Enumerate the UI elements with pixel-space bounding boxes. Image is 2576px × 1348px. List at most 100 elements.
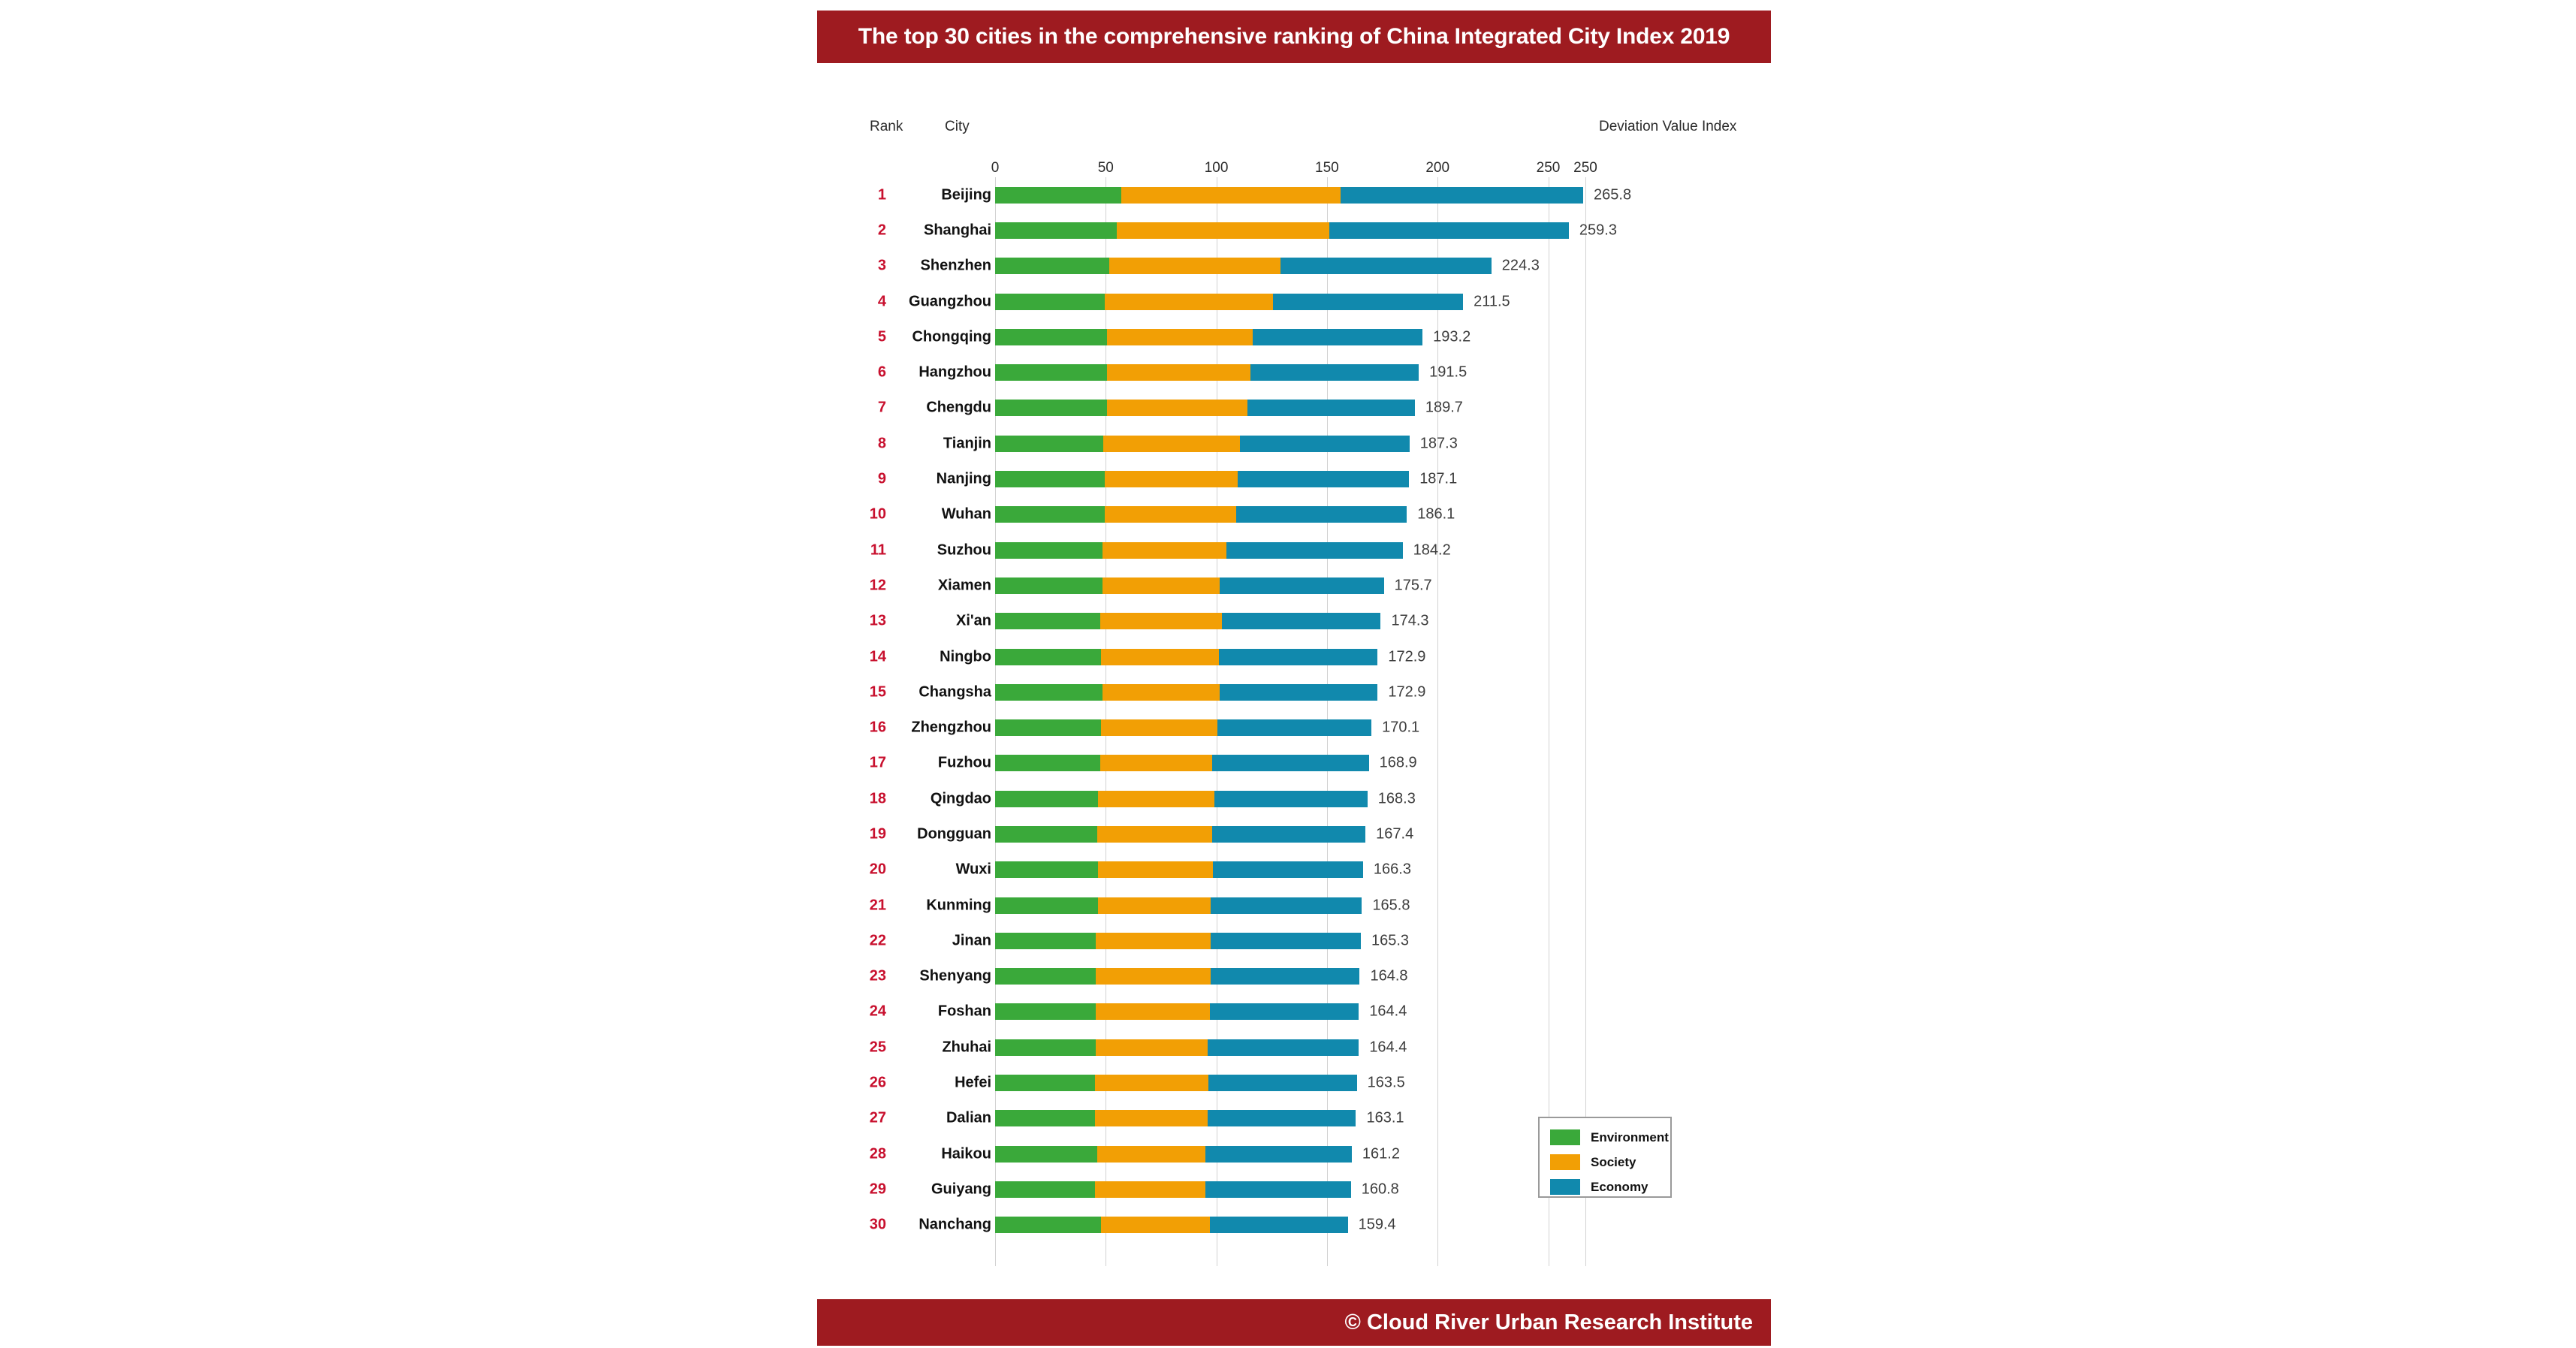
bar-segment-env[interactable] [995, 541, 1102, 559]
bar-segment-soc[interactable] [1104, 506, 1237, 523]
chart-row[interactable]: 6 Hangzhou 191.5 [0, 354, 2576, 390]
bar-segment-eco[interactable] [1280, 258, 1492, 275]
bar-segment-soc[interactable] [1102, 541, 1226, 559]
chart-row[interactable]: 9 Nanjing 187.1 [0, 461, 2576, 496]
bar-segment-eco[interactable] [1221, 613, 1381, 630]
stacked-bar[interactable] [995, 613, 1381, 630]
bar-segment-soc[interactable] [1096, 1039, 1208, 1056]
chart-row[interactable]: 22 Jinan 165.3 [0, 923, 2576, 958]
bar-segment-soc[interactable] [1099, 613, 1222, 630]
bar-segment-eco[interactable] [1253, 328, 1423, 345]
chart-row[interactable]: 13 Xi'an 174.3 [0, 604, 2576, 639]
chart-row[interactable]: 4 Guangzhou 211.5 [0, 284, 2576, 319]
bar-segment-env[interactable] [995, 825, 1097, 843]
stacked-bar[interactable] [995, 1145, 1352, 1163]
bar-segment-env[interactable] [995, 364, 1107, 381]
bar-segment-eco[interactable] [1272, 293, 1464, 310]
bar-segment-soc[interactable] [1096, 968, 1211, 985]
bar-segment-env[interactable] [995, 968, 1096, 985]
chart-row[interactable]: 16 Zhengzhou 170.1 [0, 710, 2576, 745]
bar-segment-soc[interactable] [1094, 1181, 1205, 1198]
bar-segment-env[interactable] [995, 328, 1107, 345]
chart-row[interactable]: 3 Shenzhen 224.3 [0, 249, 2576, 284]
chart-row[interactable]: 18 Qingdao 168.3 [0, 781, 2576, 816]
bar-segment-eco[interactable] [1207, 1110, 1356, 1127]
stacked-bar[interactable] [995, 648, 1378, 665]
chart-row[interactable]: 15 Changsha 172.9 [0, 674, 2576, 710]
bar-segment-eco[interactable] [1205, 1181, 1351, 1198]
bar-segment-env[interactable] [995, 435, 1104, 452]
chart-row[interactable]: 7 Chengdu 189.7 [0, 391, 2576, 426]
bar-segment-soc[interactable] [1106, 400, 1247, 417]
bar-segment-eco[interactable] [1217, 719, 1372, 737]
bar-segment-soc[interactable] [1102, 577, 1220, 594]
stacked-bar[interactable] [995, 932, 1361, 949]
bar-segment-soc[interactable] [1101, 648, 1219, 665]
bar-segment-soc[interactable] [1101, 719, 1218, 737]
stacked-bar[interactable] [995, 1075, 1357, 1092]
bar-segment-env[interactable] [995, 719, 1102, 737]
stacked-bar[interactable] [995, 1181, 1351, 1198]
bar-segment-soc[interactable] [1102, 683, 1220, 701]
bar-segment-env[interactable] [995, 1217, 1102, 1234]
stacked-bar[interactable] [995, 1003, 1359, 1021]
bar-segment-eco[interactable] [1211, 968, 1360, 985]
bar-segment-env[interactable] [995, 1039, 1096, 1056]
chart-row[interactable]: 24 Foshan 164.4 [0, 994, 2576, 1030]
bar-segment-soc[interactable] [1104, 471, 1238, 488]
chart-row[interactable]: 8 Tianjin 187.3 [0, 426, 2576, 461]
chart-row[interactable]: 23 Shenyang 164.8 [0, 959, 2576, 994]
bar-segment-soc[interactable] [1097, 790, 1214, 807]
bar-segment-env[interactable] [995, 577, 1102, 594]
bar-segment-eco[interactable] [1236, 506, 1407, 523]
stacked-bar[interactable] [995, 861, 1363, 879]
stacked-bar[interactable] [995, 1217, 1348, 1234]
bar-segment-eco[interactable] [1220, 683, 1378, 701]
stacked-bar[interactable] [995, 222, 1569, 239]
bar-segment-eco[interactable] [1247, 400, 1415, 417]
chart-row[interactable]: 12 Xiamen 175.7 [0, 568, 2576, 603]
bar-segment-env[interactable] [995, 861, 1098, 879]
chart-row[interactable]: 19 Dongguan 167.4 [0, 816, 2576, 852]
bar-segment-env[interactable] [995, 790, 1098, 807]
bar-segment-env[interactable] [995, 400, 1107, 417]
bar-segment-soc[interactable] [1096, 825, 1212, 843]
stacked-bar[interactable] [995, 683, 1378, 701]
chart-row[interactable]: 25 Zhuhai 164.4 [0, 1030, 2576, 1065]
bar-segment-env[interactable] [995, 186, 1121, 204]
stacked-bar[interactable] [995, 790, 1368, 807]
bar-segment-eco[interactable] [1213, 861, 1363, 879]
stacked-bar[interactable] [995, 577, 1384, 594]
chart-row[interactable]: 21 Kunming 165.8 [0, 888, 2576, 923]
stacked-bar[interactable] [995, 719, 1372, 737]
bar-segment-env[interactable] [995, 755, 1100, 772]
bar-segment-soc[interactable] [1106, 328, 1253, 345]
bar-segment-eco[interactable] [1214, 790, 1368, 807]
bar-segment-soc[interactable] [1109, 258, 1281, 275]
bar-segment-eco[interactable] [1340, 186, 1584, 204]
bar-segment-env[interactable] [995, 471, 1105, 488]
bar-segment-env[interactable] [995, 1075, 1095, 1092]
bar-segment-soc[interactable] [1117, 222, 1329, 239]
stacked-bar[interactable] [995, 471, 1410, 488]
stacked-bar[interactable] [995, 506, 1407, 523]
bar-segment-soc[interactable] [1094, 1110, 1208, 1127]
bar-segment-env[interactable] [995, 932, 1096, 949]
chart-row[interactable]: 10 Wuhan 186.1 [0, 497, 2576, 532]
chart-row[interactable]: 20 Wuxi 166.3 [0, 852, 2576, 888]
bar-segment-eco[interactable] [1237, 471, 1410, 488]
bar-segment-eco[interactable] [1211, 825, 1366, 843]
bar-segment-soc[interactable] [1104, 293, 1273, 310]
stacked-bar[interactable] [995, 897, 1362, 914]
bar-segment-eco[interactable] [1250, 364, 1419, 381]
bar-segment-eco[interactable] [1208, 1075, 1357, 1092]
chart-row[interactable]: 26 Hefei 163.5 [0, 1065, 2576, 1100]
bar-segment-soc[interactable] [1096, 1003, 1210, 1021]
bar-segment-env[interactable] [995, 1145, 1097, 1163]
bar-segment-eco[interactable] [1226, 541, 1403, 559]
bar-segment-soc[interactable] [1094, 1075, 1209, 1092]
stacked-bar[interactable] [995, 328, 1423, 345]
stacked-bar[interactable] [995, 825, 1366, 843]
chart-row[interactable]: 1 Beijing 265.8 [0, 177, 2576, 213]
bar-segment-eco[interactable] [1218, 648, 1378, 665]
